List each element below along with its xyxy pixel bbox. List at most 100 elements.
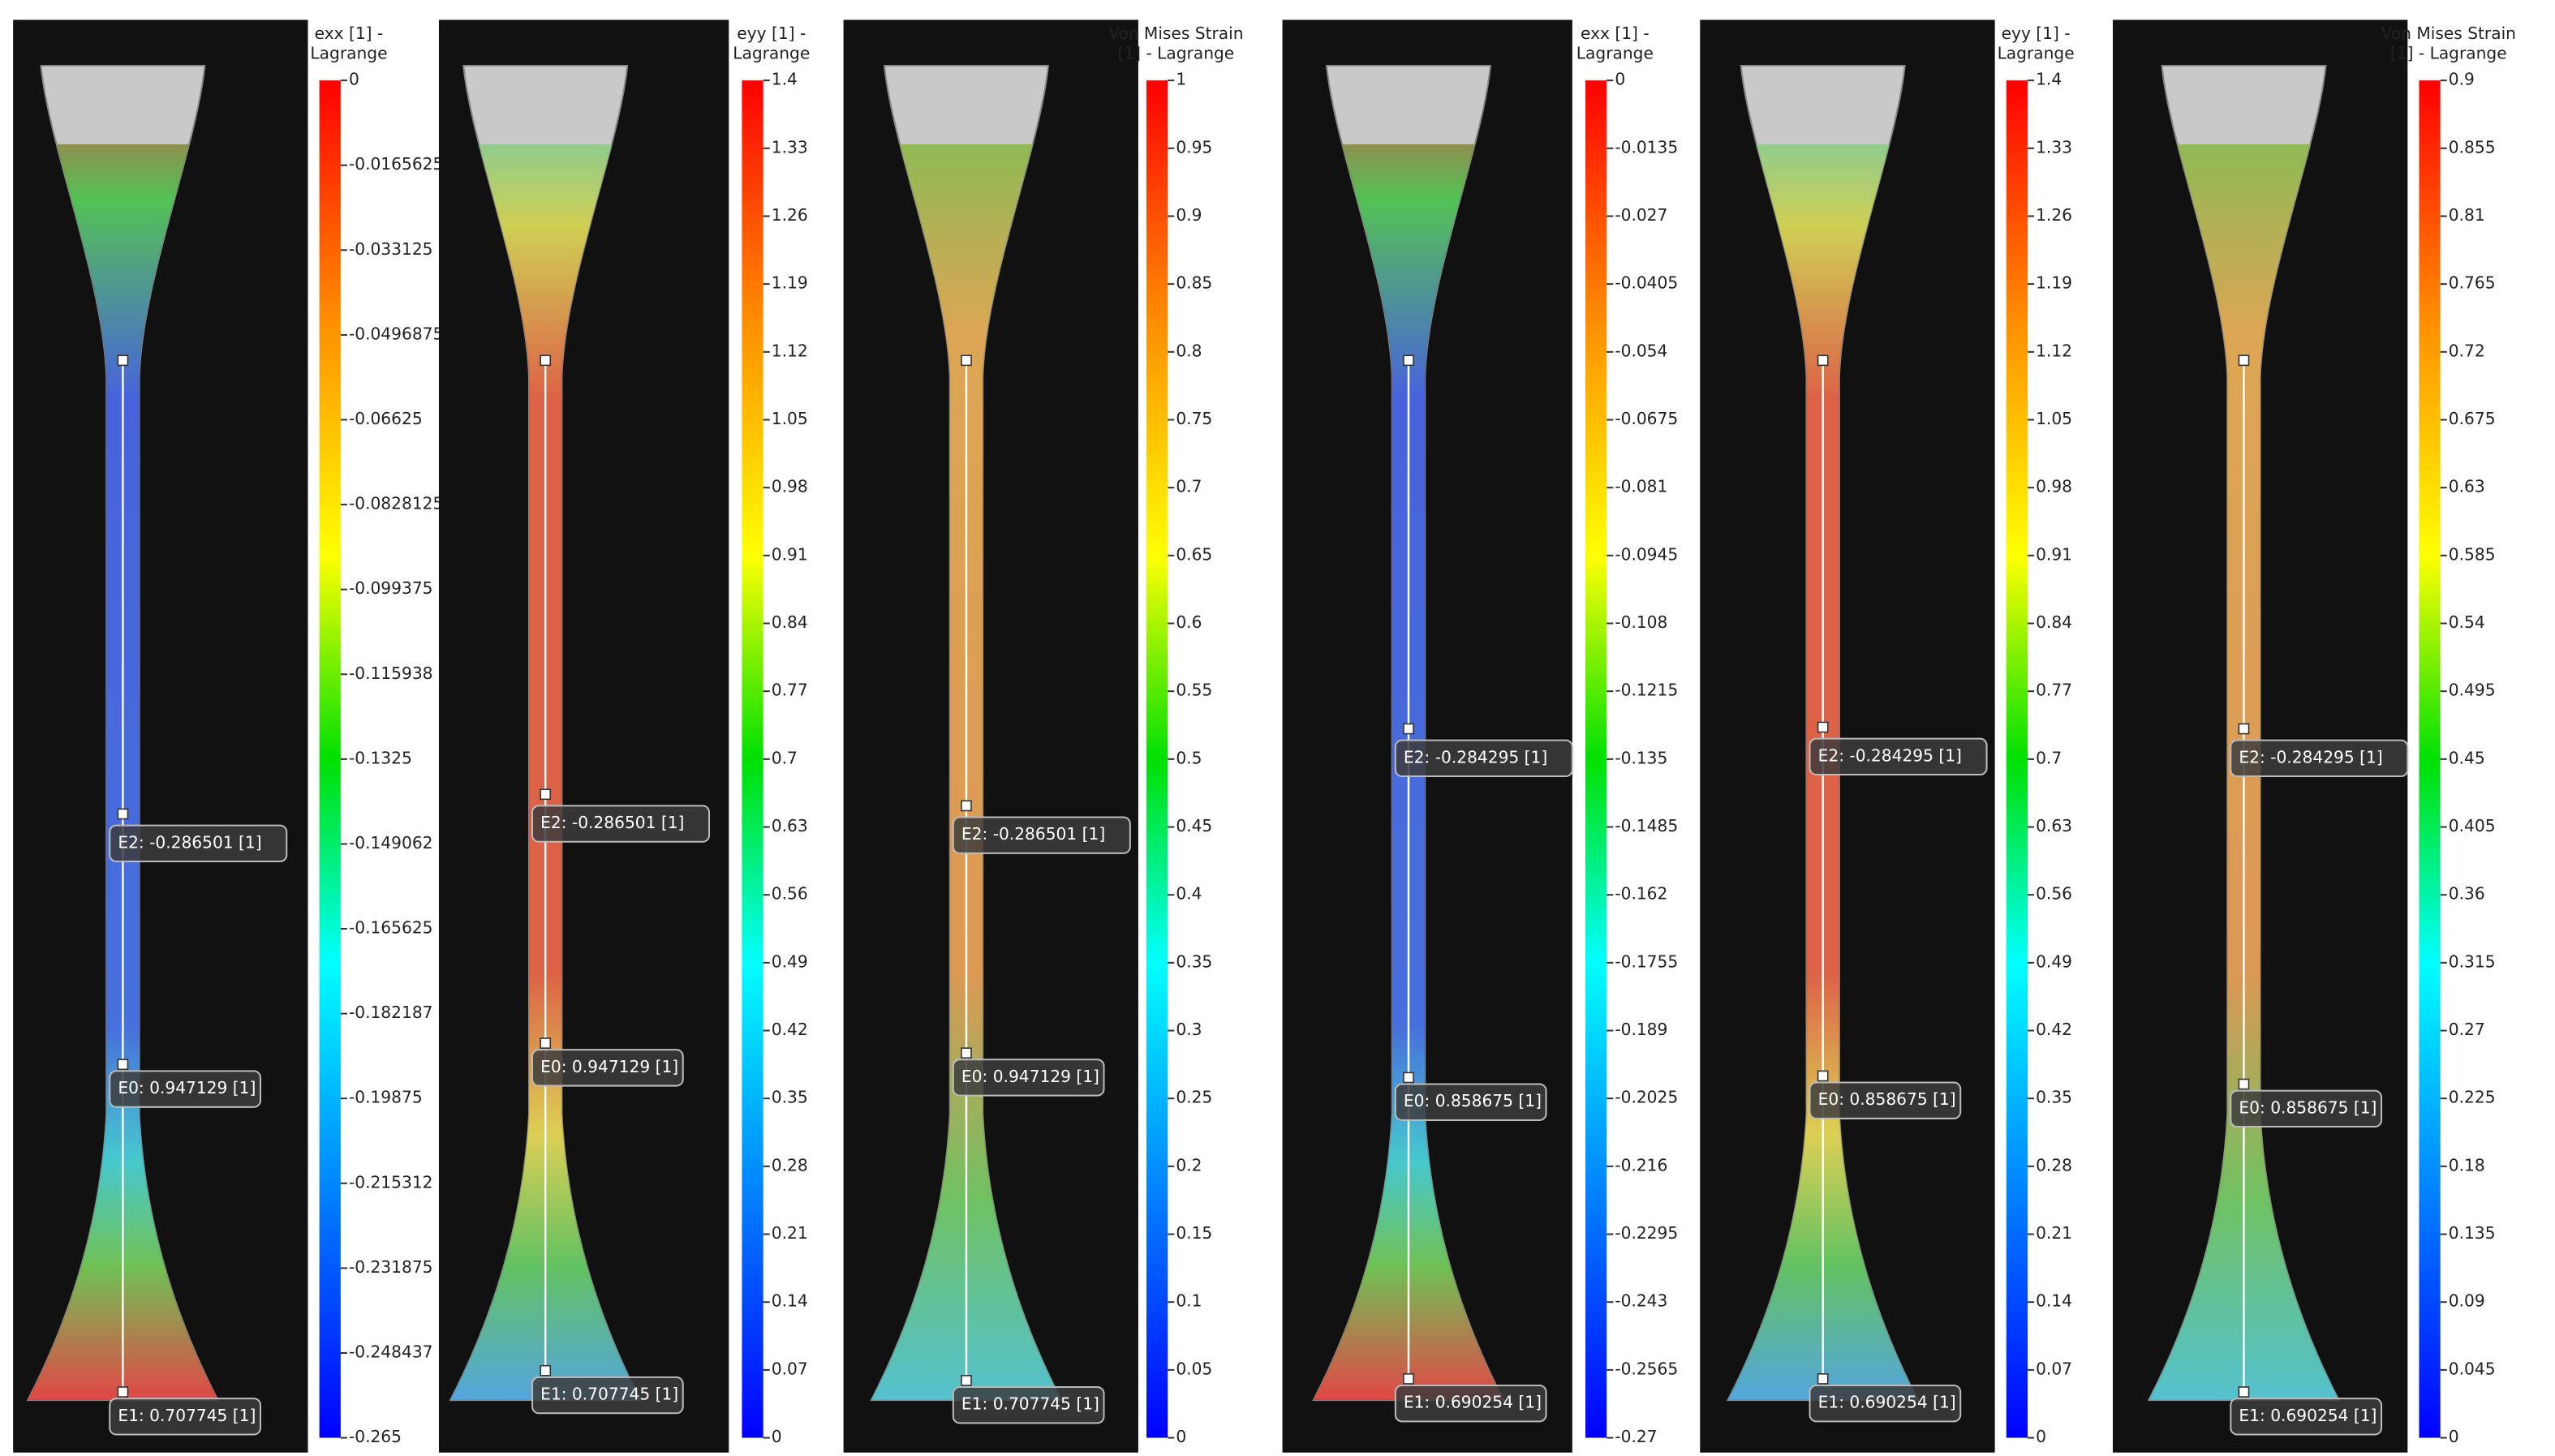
tick-label: -0.0828125 — [349, 494, 443, 513]
label-box — [531, 1376, 684, 1415]
marker — [1403, 354, 1414, 367]
label: E0: 0.947129 [1] — [118, 1078, 256, 1097]
label: E0: 0.858675 [1] — [1818, 1089, 1956, 1109]
label-box — [531, 1049, 684, 1087]
colorbar-title: exx [1] - — [1581, 24, 1650, 43]
tick-label: 1.33 — [2036, 137, 2072, 157]
label-box — [952, 1385, 1105, 1424]
tick-label: 0.07 — [772, 1359, 808, 1378]
label: E1: 0.690254 [1] — [1818, 1393, 1956, 1412]
tick-label: 0.05 — [1176, 1359, 1212, 1378]
tick-label: 0 — [772, 1427, 782, 1446]
tick-label: 0.63 — [2449, 477, 2485, 496]
colorbar — [1585, 80, 1607, 1438]
colorbar — [2006, 80, 2028, 1438]
marker — [540, 1364, 552, 1377]
tick-label: 0.28 — [2036, 1155, 2072, 1175]
tick-label: 0 — [349, 70, 359, 89]
tick-label: 0.25 — [1176, 1088, 1212, 1107]
label: E1: 0.690254 [1] — [1404, 1393, 1542, 1412]
label-box — [109, 1070, 261, 1108]
tick-label: 0.1 — [1176, 1291, 1202, 1311]
colorbar — [319, 80, 341, 1438]
tick-label: -0.162 — [1615, 884, 1667, 904]
label-box — [2230, 1089, 2383, 1128]
tick-label: 0.54 — [2449, 612, 2485, 632]
colorbar-title: Lagrange — [1998, 43, 2075, 62]
marker — [1817, 354, 1829, 367]
label: E0: 0.858675 [1] — [2239, 1097, 2376, 1117]
tick-label: 1.19 — [2036, 273, 2072, 293]
tick-label: 0.8 — [1176, 341, 1202, 360]
tick-label: 1.26 — [772, 205, 808, 225]
tick-label: 0.63 — [772, 816, 808, 835]
tick-label: 0.49 — [2036, 951, 2072, 971]
tick-label: 0.7 — [772, 748, 798, 767]
tick-label: -0.189 — [1615, 1020, 1667, 1039]
tick-label: -0.231875 — [349, 1257, 433, 1277]
tick-label: -0.108 — [1615, 612, 1667, 632]
tick-label: 0.91 — [772, 544, 808, 564]
specimen-image — [13, 19, 308, 1453]
label-box — [2230, 1398, 2383, 1436]
label: E1: 0.690254 [1] — [2239, 1406, 2376, 1425]
colorbar-title: [1] - Lagrange — [1117, 43, 1234, 62]
tick-label: -0.0135 — [1615, 137, 1678, 157]
marker — [117, 1386, 129, 1398]
tick-label: 0.95 — [1176, 137, 1212, 157]
colorbar-title: [1] - Lagrange — [2390, 43, 2507, 62]
label: E1: 0.707745 [1] — [540, 1385, 678, 1404]
colorbar-title: eyy [1] - — [2002, 24, 2071, 43]
tick-label: 0.77 — [772, 681, 808, 700]
marker — [117, 1059, 129, 1071]
tick-label: 0.56 — [772, 884, 808, 904]
tick-label: 1.33 — [772, 137, 808, 157]
tick-label: 1.12 — [772, 341, 808, 360]
tick-label: 0.45 — [1176, 816, 1212, 835]
tick-label: 0 — [1615, 70, 1625, 89]
colorbar-title: eyy [1] - — [737, 24, 806, 43]
marker — [117, 808, 129, 820]
tick-label: -0.2565 — [1615, 1359, 1678, 1378]
tick-label: -0.216 — [1615, 1155, 1667, 1175]
tick-label: 0.18 — [2449, 1155, 2485, 1175]
tick-label: 1.05 — [2036, 409, 2072, 428]
tick-label: -0.0165625 — [349, 154, 443, 174]
tick-label: 0.42 — [2036, 1020, 2072, 1039]
tick-label: 0.65 — [1176, 544, 1212, 564]
tick-label: 0.675 — [2449, 409, 2496, 428]
label: E1: 0.707745 [1] — [118, 1406, 256, 1425]
tick-label: 0.75 — [1176, 409, 1212, 428]
tick-label: -0.0405 — [1615, 273, 1678, 293]
tick-label: 0.98 — [772, 477, 808, 496]
tick-label: -0.165625 — [349, 918, 433, 938]
tick-label: 0.14 — [2036, 1291, 2072, 1311]
tick-label: 0.28 — [772, 1155, 808, 1175]
tick-label: 0.35 — [1176, 951, 1212, 971]
tick-label: -0.06625 — [349, 409, 423, 428]
marker — [2238, 354, 2250, 367]
colorbar-title: Von Mises Strain — [2381, 24, 2516, 43]
tick-label: 0.77 — [2036, 681, 2072, 700]
label-box — [952, 816, 1131, 854]
tick-label: 0.855 — [2449, 137, 2496, 157]
tick-label: -0.1215 — [1615, 681, 1678, 700]
label-box — [1809, 1081, 1962, 1119]
tick-label: 0.07 — [2036, 1359, 2072, 1378]
tick-label: 0.7 — [1176, 477, 1202, 496]
label-box — [1394, 1384, 1547, 1423]
tick-label: -0.081 — [1615, 477, 1667, 496]
marker — [2238, 723, 2250, 735]
tick-label: -0.0675 — [1615, 409, 1678, 428]
colorbar — [742, 80, 763, 1438]
tick-label: -0.2295 — [1615, 1223, 1678, 1243]
marker — [540, 354, 552, 367]
tick-label: 0.3 — [1176, 1020, 1202, 1039]
tick-label: 0.765 — [2449, 273, 2496, 293]
label: E2: -0.286501 [1] — [961, 824, 1105, 844]
tick-label: 0.27 — [2449, 1020, 2485, 1039]
tick-label: 0.42 — [772, 1020, 808, 1039]
tick-label: 0.6 — [1176, 612, 1202, 632]
tick-label: 0.35 — [2036, 1088, 2072, 1107]
